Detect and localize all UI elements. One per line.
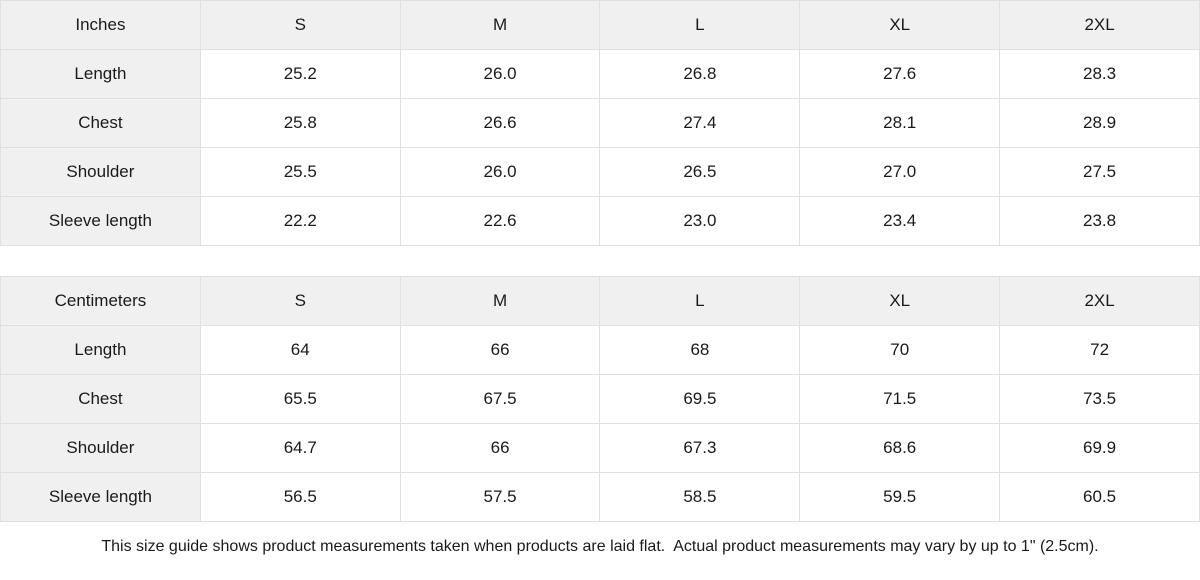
cell: 68: [599, 325, 801, 375]
cell: 60.5: [999, 472, 1200, 522]
measurement-disclaimer: This size guide shows product measuremen…: [0, 522, 1200, 572]
cell: 22.6: [399, 196, 601, 246]
cell: 23.0: [599, 196, 801, 246]
cell: 68.6: [799, 423, 1001, 473]
cell: 64: [199, 325, 401, 375]
cell: 26.6: [399, 98, 601, 148]
cell: 27.6: [799, 49, 1001, 99]
cell: 59.5: [799, 472, 1001, 522]
inches-table: Inches S M L XL 2XL Length 25.2 26.0 26.…: [0, 0, 1200, 246]
centimeters-row-sleeve-length: Sleeve length 56.5 57.5 58.5 59.5 60.5: [0, 472, 1200, 522]
row-label: Chest: [0, 374, 201, 424]
cell: 66: [399, 325, 601, 375]
cell: 67.3: [599, 423, 801, 473]
row-label: Shoulder: [0, 423, 201, 473]
cell: 25.2: [199, 49, 401, 99]
inches-col-2xl: 2XL: [999, 0, 1200, 50]
centimeters-col-s: S: [199, 276, 401, 326]
inches-row-shoulder: Shoulder 25.5 26.0 26.5 27.0 27.5: [0, 147, 1200, 197]
cell: 73.5: [999, 374, 1200, 424]
centimeters-unit-header: Centimeters: [0, 276, 201, 326]
cell: 69.5: [599, 374, 801, 424]
cell: 64.7: [199, 423, 401, 473]
cell: 26.8: [599, 49, 801, 99]
centimeters-header-row: Centimeters S M L XL 2XL: [0, 276, 1200, 326]
cell: 28.3: [999, 49, 1200, 99]
centimeters-table: Centimeters S M L XL 2XL Length 64 66 68…: [0, 276, 1200, 522]
cell: 28.9: [999, 98, 1200, 148]
centimeters-col-2xl: 2XL: [999, 276, 1200, 326]
cell: 67.5: [399, 374, 601, 424]
inches-row-length: Length 25.2 26.0 26.8 27.6 28.3: [0, 49, 1200, 99]
inches-col-s: S: [199, 0, 401, 50]
centimeters-col-m: M: [399, 276, 601, 326]
inches-col-l: L: [599, 0, 801, 50]
cell: 58.5: [599, 472, 801, 522]
cell: 27.5: [999, 147, 1200, 197]
row-label: Length: [0, 325, 201, 375]
cell: 57.5: [399, 472, 601, 522]
inches-col-xl: XL: [799, 0, 1001, 50]
cell: 27.0: [799, 147, 1001, 197]
cell: 23.4: [799, 196, 1001, 246]
cell: 26.5: [599, 147, 801, 197]
inches-unit-header: Inches: [0, 0, 201, 50]
row-label: Length: [0, 49, 201, 99]
cell: 66: [399, 423, 601, 473]
centimeters-row-shoulder: Shoulder 64.7 66 67.3 68.6 69.9: [0, 423, 1200, 473]
centimeters-row-length: Length 64 66 68 70 72: [0, 325, 1200, 375]
cell: 25.5: [199, 147, 401, 197]
table-gap: [0, 246, 1200, 276]
cell: 71.5: [799, 374, 1001, 424]
inches-col-m: M: [399, 0, 601, 50]
cell: 56.5: [199, 472, 401, 522]
cell: 25.8: [199, 98, 401, 148]
cell: 22.2: [199, 196, 401, 246]
cell: 69.9: [999, 423, 1200, 473]
centimeters-col-l: L: [599, 276, 801, 326]
inches-row-sleeve-length: Sleeve length 22.2 22.6 23.0 23.4 23.8: [0, 196, 1200, 246]
inches-row-chest: Chest 25.8 26.6 27.4 28.1 28.9: [0, 98, 1200, 148]
row-label: Shoulder: [0, 147, 201, 197]
cell: 26.0: [399, 49, 601, 99]
inches-header-row: Inches S M L XL 2XL: [0, 0, 1200, 50]
cell: 27.4: [599, 98, 801, 148]
centimeters-row-chest: Chest 65.5 67.5 69.5 71.5 73.5: [0, 374, 1200, 424]
row-label: Sleeve length: [0, 472, 201, 522]
cell: 28.1: [799, 98, 1001, 148]
centimeters-col-xl: XL: [799, 276, 1001, 326]
cell: 23.8: [999, 196, 1200, 246]
cell: 70: [799, 325, 1001, 375]
cell: 65.5: [199, 374, 401, 424]
row-label: Chest: [0, 98, 201, 148]
row-label: Sleeve length: [0, 196, 201, 246]
cell: 26.0: [399, 147, 601, 197]
cell: 72: [999, 325, 1200, 375]
